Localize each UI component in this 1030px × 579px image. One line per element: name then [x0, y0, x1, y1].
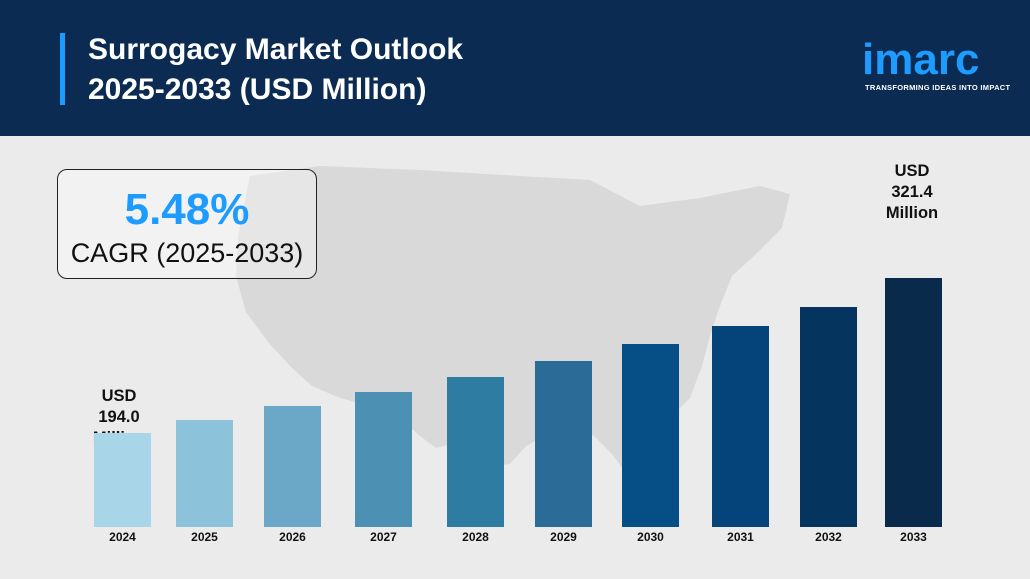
- header-banner: Surrogacy Market Outlook 2025-2033 (USD …: [0, 0, 1030, 136]
- callout-unit: Million: [885, 204, 939, 222]
- callout-value: 321.4: [891, 183, 933, 201]
- bar-2030: [622, 343, 679, 527]
- bar-2032: [800, 307, 857, 527]
- bar-2026: [264, 406, 321, 527]
- callout-currency: USD: [894, 162, 930, 180]
- x-tick-label: 2024: [109, 530, 136, 544]
- x-tick-label: 2026: [279, 530, 306, 544]
- x-tick-label: 2025: [191, 530, 218, 544]
- bar-2028: [447, 376, 504, 527]
- callout-currency: USD: [101, 387, 137, 405]
- cagr-box: 5.48% CAGR (2025-2033): [57, 169, 317, 279]
- bar-2025: [176, 420, 233, 527]
- x-tick-label: 2031: [727, 530, 754, 544]
- title-accent-bar: [60, 33, 65, 105]
- x-tick-label: 2029: [550, 530, 577, 544]
- bar-2024: [94, 433, 151, 527]
- cagr-value: 5.48%: [124, 185, 250, 234]
- logo-tagline: TRANSFORMING IDEAS INTO IMPACT: [865, 83, 1011, 92]
- x-tick-label: 2028: [462, 530, 489, 544]
- imarc-logo: imarc TRANSFORMING IDEAS INTO IMPACT: [862, 36, 1010, 100]
- cagr-label: CAGR (2025-2033): [70, 238, 304, 268]
- chart-title: Surrogacy Market Outlook 2025-2033 (USD …: [88, 33, 464, 106]
- last-value-callout: USD 321.4 Million: [867, 161, 957, 224]
- callout-value: 194.0: [98, 408, 140, 426]
- x-tick-label: 2027: [370, 530, 397, 544]
- x-tick-label: 2033: [900, 530, 927, 544]
- bar-2029: [535, 360, 592, 527]
- bar-2033: [885, 277, 942, 527]
- bar-2027: [355, 391, 412, 527]
- logo-wordmark: imarc: [862, 35, 980, 84]
- x-tick-label: 2030: [637, 530, 664, 544]
- bar-2031: [712, 325, 769, 527]
- x-tick-label: 2032: [815, 530, 842, 544]
